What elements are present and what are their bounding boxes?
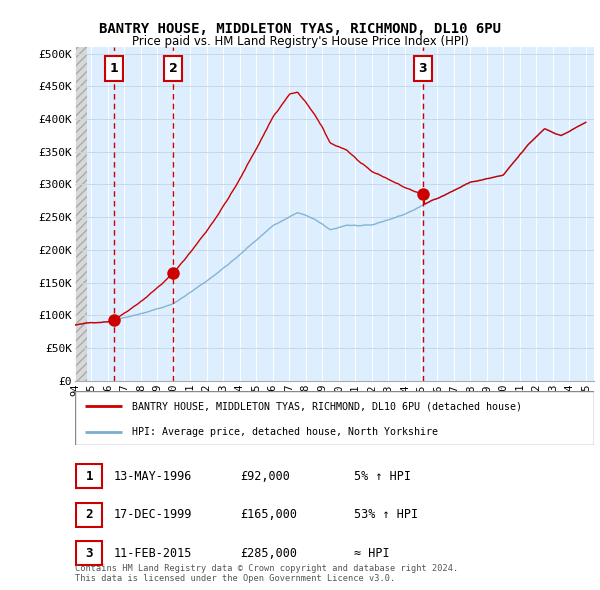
- FancyBboxPatch shape: [76, 503, 103, 527]
- Text: Price paid vs. HM Land Registry's House Price Index (HPI): Price paid vs. HM Land Registry's House …: [131, 35, 469, 48]
- FancyBboxPatch shape: [105, 55, 123, 81]
- Text: 2: 2: [169, 61, 178, 74]
- FancyBboxPatch shape: [414, 55, 432, 81]
- Text: £165,000: £165,000: [240, 508, 297, 522]
- Text: 5% ↑ HPI: 5% ↑ HPI: [354, 470, 411, 483]
- FancyBboxPatch shape: [164, 55, 182, 81]
- Text: HPI: Average price, detached house, North Yorkshire: HPI: Average price, detached house, Nort…: [132, 427, 438, 437]
- FancyBboxPatch shape: [75, 391, 594, 445]
- Bar: [75, 47, 88, 381]
- Text: 3: 3: [86, 546, 93, 560]
- Text: BANTRY HOUSE, MIDDLETON TYAS, RICHMOND, DL10 6PU: BANTRY HOUSE, MIDDLETON TYAS, RICHMOND, …: [99, 22, 501, 37]
- Text: 17-DEC-1999: 17-DEC-1999: [114, 508, 193, 522]
- Text: 2: 2: [86, 508, 93, 522]
- Text: BANTRY HOUSE, MIDDLETON TYAS, RICHMOND, DL10 6PU (detached house): BANTRY HOUSE, MIDDLETON TYAS, RICHMOND, …: [132, 401, 522, 411]
- FancyBboxPatch shape: [76, 541, 103, 565]
- Text: 1: 1: [110, 61, 118, 74]
- Text: 3: 3: [418, 61, 427, 74]
- Text: £285,000: £285,000: [240, 546, 297, 560]
- Text: £92,000: £92,000: [240, 470, 290, 483]
- Text: 1: 1: [86, 470, 93, 483]
- Text: Contains HM Land Registry data © Crown copyright and database right 2024.
This d: Contains HM Land Registry data © Crown c…: [75, 563, 458, 583]
- Text: 11-FEB-2015: 11-FEB-2015: [114, 546, 193, 560]
- Text: 13-MAY-1996: 13-MAY-1996: [114, 470, 193, 483]
- Text: ≈ HPI: ≈ HPI: [354, 546, 389, 560]
- FancyBboxPatch shape: [76, 464, 103, 489]
- Text: 53% ↑ HPI: 53% ↑ HPI: [354, 508, 418, 522]
